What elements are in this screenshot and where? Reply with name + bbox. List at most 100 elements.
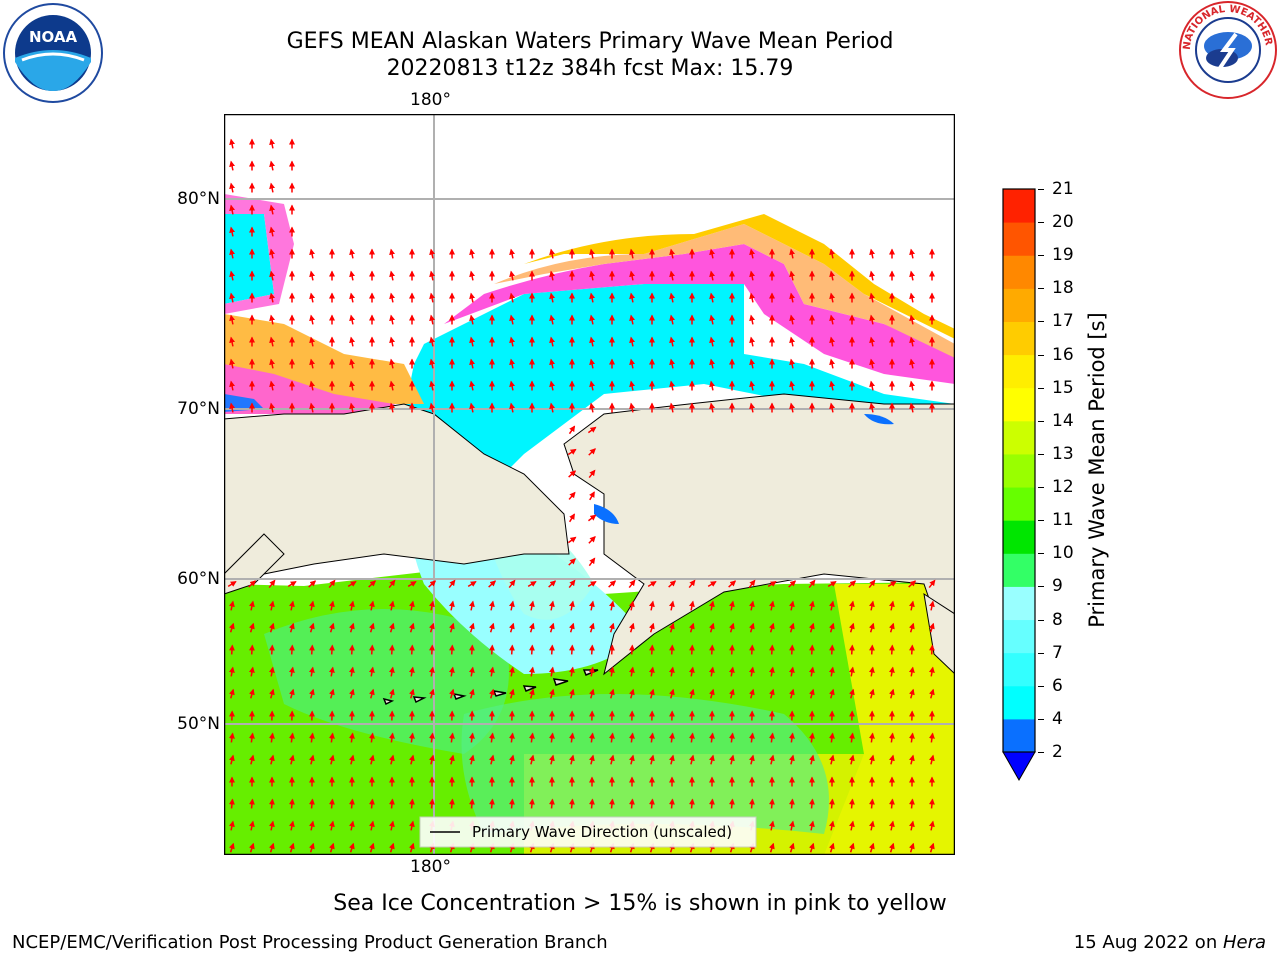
wave-direction-arrow — [268, 798, 275, 809]
wave-direction-arrow — [668, 580, 677, 588]
wave-direction-arrow — [669, 270, 676, 281]
wave-direction-arrow — [368, 688, 375, 699]
wave-period-map: Primary Wave Direction (unscaled) — [224, 114, 955, 855]
wave-direction-arrow — [288, 732, 295, 743]
wave-direction-arrow — [348, 644, 355, 655]
wave-direction-arrow — [708, 644, 715, 655]
wave-direction-arrow — [328, 644, 335, 655]
wave-direction-arrow — [468, 666, 475, 677]
wave-direction-arrow — [887, 580, 897, 588]
wave-direction-arrow — [828, 644, 835, 655]
wave-direction-arrow — [549, 292, 556, 303]
colorbar-label: Primary Wave Mean Period [s] — [1085, 312, 1109, 628]
wave-direction-arrow — [309, 402, 316, 413]
wave-direction-arrow — [748, 732, 755, 743]
wave-direction-arrow — [588, 732, 595, 743]
wave-direction-arrow — [428, 580, 437, 588]
colorbar-tick-mark — [1038, 189, 1044, 190]
wave-direction-arrow — [708, 732, 715, 743]
wave-direction-arrow — [488, 798, 495, 809]
wave-direction-arrow — [469, 358, 476, 369]
wave-direction-arrow — [508, 798, 515, 809]
wave-direction-arrow — [707, 580, 717, 588]
wave-direction-arrow — [229, 292, 236, 303]
wave-direction-arrow — [728, 798, 735, 809]
wave-direction-arrow — [828, 754, 835, 765]
colorbar-segment — [1003, 453, 1035, 488]
wave-direction-arrow — [308, 622, 315, 633]
wave-direction-arrow — [549, 314, 556, 325]
wave-direction-arrow — [509, 270, 516, 281]
wave-direction-arrow — [748, 622, 755, 633]
wave-direction-arrow — [268, 600, 275, 611]
wave-direction-arrow — [588, 798, 595, 809]
wave-direction-arrow — [508, 754, 515, 765]
wave-direction-arrow — [868, 600, 875, 611]
wave-direction-arrow — [909, 380, 916, 391]
wave-direction-arrow — [749, 248, 756, 259]
wave-field-yellow — [824, 584, 954, 854]
wave-direction-arrow — [728, 754, 735, 765]
wave-direction-arrow — [589, 292, 596, 303]
wave-direction-arrow — [768, 666, 775, 677]
sea-ice-west-pink — [225, 194, 294, 314]
wave-direction-arrow — [448, 579, 456, 589]
wave-direction-arrow — [508, 688, 515, 699]
colorbar-tick-label: 10 — [1052, 543, 1074, 564]
wave-direction-arrow — [468, 754, 475, 765]
wave-direction-arrow — [869, 380, 876, 391]
wave-direction-arrow — [269, 270, 276, 281]
sea-ice-west-pink-2 — [225, 364, 404, 414]
land-southeast-alaska — [923, 592, 954, 674]
wave-direction-arrow — [828, 820, 835, 831]
wave-direction-arrow — [748, 600, 755, 611]
colorbar-segment — [1003, 354, 1035, 389]
wave-direction-arrow — [909, 270, 916, 281]
colorbar-tick-label: 15 — [1052, 377, 1074, 398]
wave-direction-arrow — [448, 754, 455, 765]
wave-direction-arrow — [269, 226, 276, 237]
colorbar-tick-mark — [1038, 652, 1044, 654]
wave-direction-arrow — [908, 820, 915, 831]
wave-direction-arrow — [648, 798, 655, 809]
wave-direction-arrow — [228, 600, 235, 611]
colorbar-tick-mark — [1038, 354, 1044, 356]
colorbar-segment — [1003, 652, 1035, 687]
wave-direction-arrow — [229, 204, 236, 215]
wave-direction-arrow — [229, 160, 236, 171]
wave-direction-arrow — [708, 754, 715, 765]
wave-direction-arrow — [429, 336, 436, 347]
wave-direction-arrow — [768, 754, 775, 765]
wave-direction-arrow — [368, 754, 375, 765]
wave-direction-arrow — [368, 600, 375, 611]
colorbar-tick-label: 19 — [1052, 245, 1074, 266]
wave-direction-arrow — [628, 732, 635, 743]
wave-direction-arrow — [908, 688, 915, 699]
colorbar-tick-label: 7 — [1052, 642, 1063, 663]
colorbar-tick-mark — [1038, 255, 1044, 257]
wave-direction-arrow — [488, 732, 495, 743]
colorbar-tick-mark — [1038, 288, 1044, 290]
wave-direction-arrow — [829, 402, 836, 413]
colorbar-segment — [1003, 619, 1035, 654]
wave-direction-arrow — [688, 732, 695, 743]
wave-direction-arrow — [388, 732, 395, 743]
wave-direction-arrow — [808, 688, 815, 699]
wave-direction-arrow — [748, 754, 755, 765]
wave-direction-arrow — [428, 600, 435, 611]
wave-direction-arrow — [688, 754, 695, 765]
wave-direction-arrow — [568, 558, 576, 566]
wave-direction-arrow — [589, 402, 596, 413]
wave-direction-arrow — [808, 842, 815, 853]
wave-direction-arrow — [368, 666, 375, 677]
wave-direction-arrow — [848, 754, 855, 765]
wave-direction-arrow — [467, 580, 477, 588]
wave-direction-arrow — [628, 798, 635, 809]
colorbar-segment — [1003, 420, 1035, 455]
colorbar-tick-mark — [1038, 222, 1044, 224]
wave-direction-arrow — [868, 644, 875, 655]
sea-ice-yellow — [524, 214, 954, 339]
wave-direction-arrow — [509, 248, 516, 259]
wave-direction-arrow — [268, 666, 275, 677]
footer-date: 15 Aug 2022 on Hera — [1074, 932, 1266, 954]
